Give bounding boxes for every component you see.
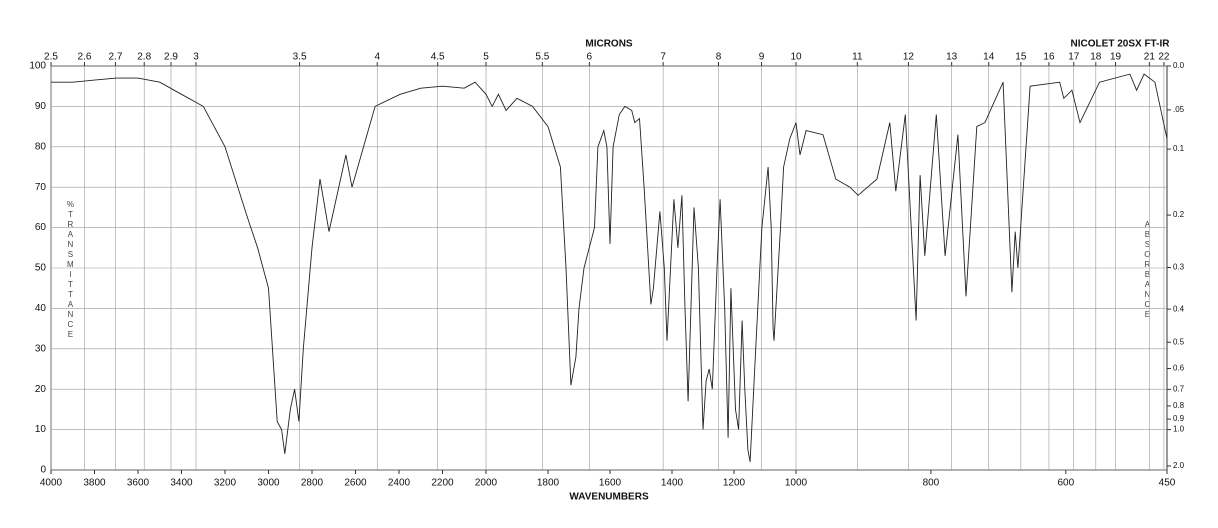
x-tick-label: 3600 bbox=[127, 478, 150, 489]
y2-tick-label: 2.0 bbox=[1173, 461, 1185, 470]
y2-tick-label: 0.8 bbox=[1173, 401, 1185, 410]
x2-tick-label: 15 bbox=[1015, 52, 1027, 63]
x2-tick-label: 2.6 bbox=[78, 52, 92, 63]
x2-tick-label: 11 bbox=[852, 52, 863, 63]
x-tick-label: 1000 bbox=[785, 478, 808, 489]
y2-tick-label: .05 bbox=[1173, 105, 1185, 114]
y-axis-label: %TRANSMITTANCE bbox=[66, 200, 75, 340]
y-tick-label: 80 bbox=[35, 141, 47, 152]
x2-tick-label: 4.5 bbox=[431, 52, 445, 63]
y-tick-label: 60 bbox=[35, 222, 47, 233]
y2-tick-label: 0.6 bbox=[1173, 364, 1185, 373]
x2-tick-label: 14 bbox=[983, 52, 995, 63]
x2-tick-label: 5 bbox=[483, 52, 489, 63]
x-tick-label: 2600 bbox=[344, 478, 367, 489]
x2-tick-label: 3 bbox=[193, 52, 199, 63]
x-tick-label: 2400 bbox=[388, 478, 411, 489]
x-tick-label: 3200 bbox=[214, 478, 237, 489]
x2-tick-label: 12 bbox=[903, 52, 915, 63]
y-tick-label: 30 bbox=[35, 343, 47, 354]
y-tick-label: 70 bbox=[35, 182, 47, 193]
x2-tick-label: 2.5 bbox=[44, 52, 58, 63]
x2-tick-label: 2.8 bbox=[137, 52, 151, 63]
y-tick-label: 90 bbox=[35, 101, 47, 112]
y-tick-label: 50 bbox=[35, 263, 47, 274]
y2-tick-label: 0.1 bbox=[1173, 144, 1185, 153]
x2-tick-label: 6 bbox=[587, 52, 593, 63]
x-tick-label: 3000 bbox=[257, 478, 280, 489]
y-tick-label: 10 bbox=[35, 424, 47, 435]
x2-tick-label: 2.9 bbox=[164, 52, 178, 63]
x-tick-label: 1200 bbox=[723, 478, 746, 489]
x-axis-label: WAVENUMBERS bbox=[569, 492, 649, 503]
y2-tick-label: 1.0 bbox=[1173, 425, 1185, 434]
x2-tick-label: 19 bbox=[1110, 52, 1122, 63]
y2-tick-label: 0.3 bbox=[1173, 263, 1185, 272]
x-tick-label: 800 bbox=[923, 478, 940, 489]
y2-tick-label: 0.2 bbox=[1173, 210, 1185, 219]
y2-tick-label: 0.5 bbox=[1173, 337, 1185, 346]
y2-tick-label: 0.7 bbox=[1173, 385, 1185, 394]
x-tick-label: 2000 bbox=[475, 478, 498, 489]
x2-tick-label: 4 bbox=[374, 52, 380, 63]
x2-tick-label: 5.5 bbox=[535, 52, 549, 63]
x-tick-label: 3800 bbox=[83, 478, 106, 489]
y-tick-label: 20 bbox=[35, 384, 47, 395]
y-tick-label: 40 bbox=[35, 303, 47, 314]
x2-tick-label: 7 bbox=[660, 52, 666, 63]
x2-tick-label: 8 bbox=[716, 52, 722, 63]
x2-tick-label: 9 bbox=[759, 52, 765, 63]
x-tick-label: 1600 bbox=[599, 478, 622, 489]
y2-axis-label: ABSORBANCE bbox=[1143, 220, 1152, 320]
x2-tick-label: 2.7 bbox=[108, 52, 122, 63]
y2-tick-label: 0.0 bbox=[1173, 61, 1185, 70]
y2-tick-label: 0.4 bbox=[1173, 304, 1185, 313]
y-tick-label: 100 bbox=[29, 61, 46, 72]
x-tick-label: 1800 bbox=[537, 478, 560, 489]
x2-tick-label: 3.5 bbox=[293, 52, 307, 63]
x-tick-label: 450 bbox=[1159, 478, 1176, 489]
spectrum-line bbox=[51, 73, 1168, 462]
chart-title: NICOLET 20SX FT-IR bbox=[1071, 39, 1171, 50]
x-tick-label: 600 bbox=[1057, 478, 1074, 489]
x2-tick-label: 18 bbox=[1090, 52, 1102, 63]
x2-tick-label: 16 bbox=[1043, 52, 1055, 63]
x-tick-label: 2800 bbox=[301, 478, 324, 489]
x2-tick-label: 13 bbox=[946, 52, 958, 63]
x-tick-label: 4000 bbox=[40, 478, 63, 489]
y2-tick-label: 0.9 bbox=[1173, 414, 1185, 423]
x2-tick-label: 17 bbox=[1068, 52, 1080, 63]
x2-tick-label: 10 bbox=[790, 52, 802, 63]
x-tick-label: 1400 bbox=[661, 478, 684, 489]
x2-tick-label: 21 bbox=[1144, 52, 1156, 63]
y-tick-label: 0 bbox=[40, 465, 46, 476]
x-tick-label: 3400 bbox=[170, 478, 193, 489]
x2-tick-label: 22 bbox=[1158, 52, 1170, 63]
x2-axis-label: MICRONS bbox=[585, 39, 633, 50]
x-tick-label: 2200 bbox=[431, 478, 454, 489]
